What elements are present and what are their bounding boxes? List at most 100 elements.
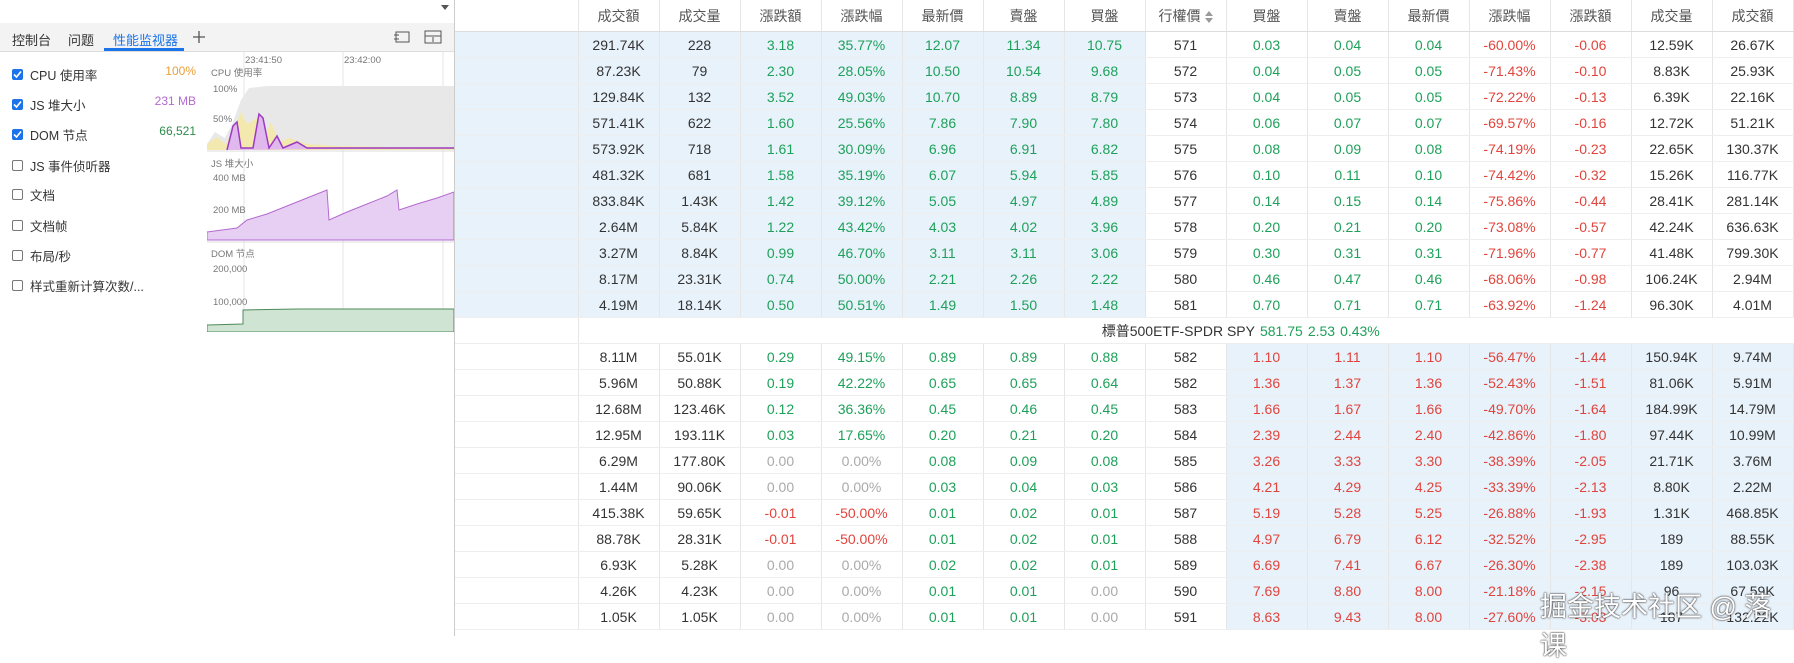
cell: 2.22 <box>1064 265 1146 292</box>
cell: 0.65 <box>902 369 984 396</box>
cell: 2.64M <box>578 213 660 240</box>
menu-arrow[interactable] <box>440 4 450 12</box>
cell: 41.48K <box>1631 239 1713 266</box>
hidden-cell <box>455 525 579 552</box>
cell: 587 <box>1145 499 1227 526</box>
cell: 97.44K <box>1631 421 1713 448</box>
cell: 3.27M <box>578 239 660 266</box>
cell: 4.21 <box>1226 473 1308 500</box>
cell: 9.74M <box>1712 343 1794 370</box>
cell: 0.14 <box>1388 187 1470 214</box>
checkbox[interactable] <box>12 160 23 171</box>
dock-icon[interactable] <box>393 29 411 45</box>
cell: 30.09% <box>821 135 903 162</box>
cell: 10.50 <box>902 57 984 84</box>
cell: 8.80 <box>1307 577 1389 604</box>
cell: 42.24K <box>1631 213 1713 240</box>
checkbox[interactable] <box>12 189 23 200</box>
cell: 51.21K <box>1712 109 1794 136</box>
cell: 799.30K <box>1712 239 1794 266</box>
cell: -33.39% <box>1469 473 1551 500</box>
cell: 622 <box>659 109 741 136</box>
column-header[interactable]: 行權價 <box>1145 0 1227 32</box>
checkbox[interactable] <box>12 220 23 231</box>
metric-value: 231 MB <box>154 94 196 108</box>
cell: 35.19% <box>821 161 903 188</box>
hidden-cell <box>455 421 579 448</box>
cell: 106.24K <box>1631 265 1713 292</box>
checkbox[interactable] <box>12 280 23 291</box>
cell: 1.43K <box>659 187 741 214</box>
data-row: 571.41K 622 1.60 25.56% 7.86 7.90 7.80 574 0.06 0… <box>455 109 1794 136</box>
checkbox[interactable] <box>12 250 23 261</box>
cell: -60.00% <box>1469 31 1551 58</box>
cell: 5.05 <box>902 187 984 214</box>
tab[interactable]: 控制台 <box>12 33 52 48</box>
cell: 0.07 <box>1307 109 1389 136</box>
cell: -49.70% <box>1469 395 1551 422</box>
cell: 0.19 <box>740 369 822 396</box>
cell: 39.12% <box>821 187 903 214</box>
cell: 0.01 <box>902 603 984 630</box>
hidden-cell <box>455 31 579 58</box>
cell: 6.29M <box>578 447 660 474</box>
column-header: 成交額 <box>1712 0 1794 32</box>
cell: 0.08 <box>1064 447 1146 474</box>
add-tab[interactable] <box>192 30 206 44</box>
cell: 0.20 <box>1226 213 1308 240</box>
cell: 0.00 <box>740 551 822 578</box>
cell: -74.19% <box>1469 135 1551 162</box>
cell: 8.79 <box>1064 83 1146 110</box>
cell: 4.03 <box>902 213 984 240</box>
cell: 132 <box>659 83 741 110</box>
cell: 7.69 <box>1226 577 1308 604</box>
cell: 2.39 <box>1226 421 1308 448</box>
hidden-cell <box>455 239 579 266</box>
cell: 11.34 <box>983 31 1065 58</box>
options-table: 成交額 成交量 漲跌額 漲跌幅 最新價 賣盤 買盤 行權價 買盤 賣盤 最新價 漲跌幅 漲跌額 成交量 成交… <box>455 0 1794 630</box>
cell: 8.17M <box>578 265 660 292</box>
cell: 0.01 <box>1064 551 1146 578</box>
cell: 10.99M <box>1712 421 1794 448</box>
cell: 4.29 <box>1307 473 1389 500</box>
cell: 7.90 <box>983 109 1065 136</box>
cell: 4.01M <box>1712 291 1794 318</box>
header-row: 成交額 成交量 漲跌額 漲跌幅 最新價 賣盤 買盤 行權價 買盤 賣盤 最新價 漲跌幅 漲跌額 成交量 成交… <box>455 0 1794 32</box>
cell: 35.77% <box>821 31 903 58</box>
checkbox[interactable] <box>12 99 23 110</box>
cell: 1.67 <box>1307 395 1389 422</box>
cell: 586 <box>1145 473 1227 500</box>
cell: -2.15 <box>1550 577 1632 604</box>
data-row: 573.92K 718 1.61 30.09% 6.96 6.91 6.82 575 0.08 0… <box>455 135 1794 162</box>
data-row: 833.84K 1.43K 1.42 39.12% 5.05 4.97 4.89 577 0.1… <box>455 187 1794 214</box>
cell: 0.03 <box>902 473 984 500</box>
cell: 1.66 <box>1226 395 1308 422</box>
cell: 0.02 <box>983 551 1065 578</box>
cell: 2.22M <box>1712 473 1794 500</box>
metric-label: 样式重新计算次数/... <box>30 280 144 294</box>
cell: 4.97 <box>983 187 1065 214</box>
cell: 1.22 <box>740 213 822 240</box>
cell: 6.93K <box>578 551 660 578</box>
cell: 10.54 <box>983 57 1065 84</box>
cell: 1.10 <box>1226 343 1308 370</box>
tab-active[interactable]: 性能监视器 <box>113 33 179 48</box>
cell: 10.70 <box>902 83 984 110</box>
tab[interactable]: 问题 <box>68 33 95 48</box>
cell: -74.42% <box>1469 161 1551 188</box>
checkbox[interactable] <box>12 129 23 140</box>
cell: 0.46 <box>1388 265 1470 292</box>
hidden-cell <box>455 551 579 578</box>
cell: -69.57% <box>1469 109 1551 136</box>
hidden-cell <box>455 577 579 604</box>
cell: 7.86 <box>902 109 984 136</box>
cell: 0.14 <box>1226 187 1308 214</box>
cell: 12.72K <box>1631 109 1713 136</box>
cpu-script-area <box>207 112 454 150</box>
cell: 1.05K <box>578 603 660 630</box>
checkbox[interactable] <box>12 69 23 80</box>
chart-title: JS 堆大小 <box>211 158 254 170</box>
cell: 468.85K <box>1712 499 1794 526</box>
column-header: 買盤 <box>1226 0 1308 32</box>
drawer-icon[interactable] <box>424 29 442 45</box>
